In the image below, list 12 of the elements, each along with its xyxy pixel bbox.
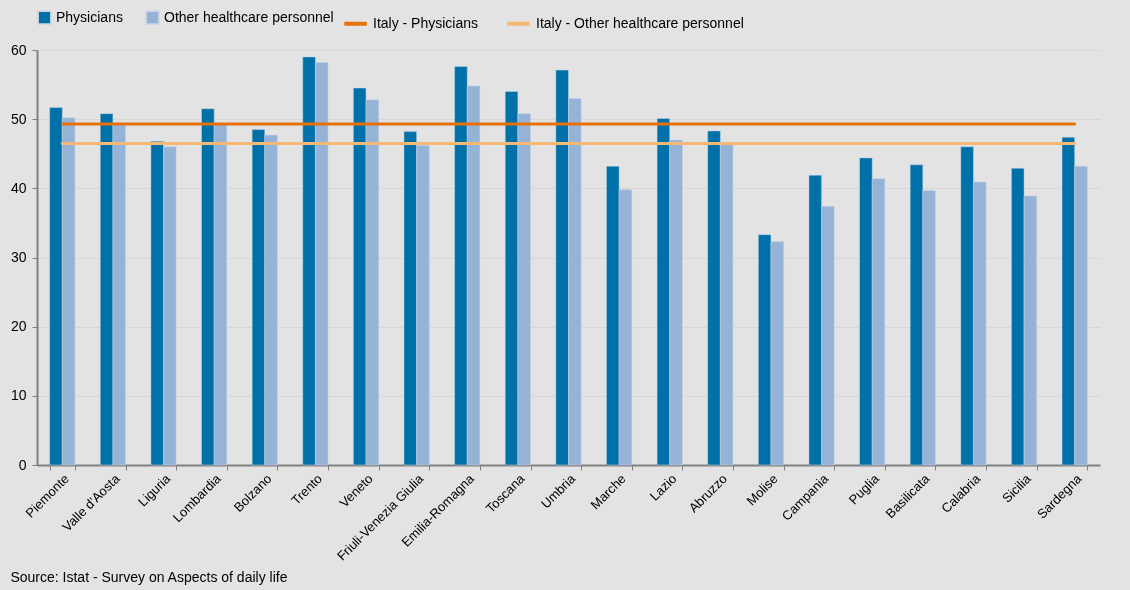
y-tick-label: 30 bbox=[10, 249, 27, 265]
legend-label: Italy - Other healthcare personnel bbox=[536, 14, 744, 31]
y-tick-label: 50 bbox=[10, 110, 27, 127]
y-tick-label: 10 bbox=[10, 387, 27, 404]
legend-label: Italy - Physicians bbox=[373, 14, 479, 31]
legend-label: Other healthcare personnel bbox=[164, 8, 334, 25]
y-tick-label: 60 bbox=[10, 41, 27, 58]
source-note: Source: Istat - Survey on Aspects of daily life bbox=[10, 568, 288, 585]
legend-label: Physicians bbox=[56, 8, 123, 25]
y-tick-label: 20 bbox=[10, 318, 27, 335]
y-tick-label: 40 bbox=[10, 179, 27, 196]
y-tick-label: 0 bbox=[18, 456, 27, 473]
